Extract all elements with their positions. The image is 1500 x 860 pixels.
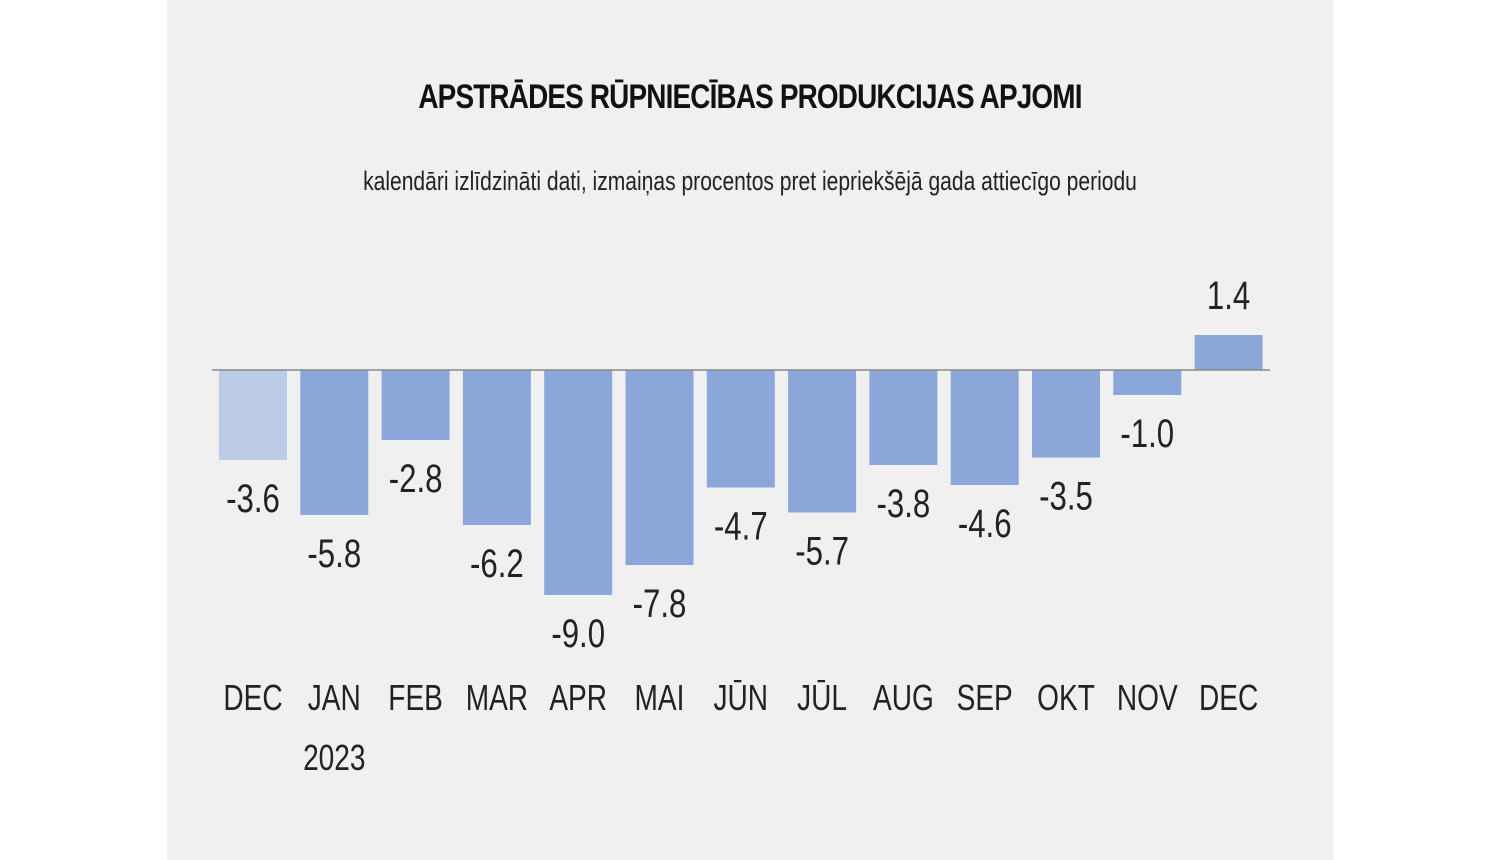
value-label-5: -7.8 [633,581,687,626]
year-label-1: 2023 [303,738,365,778]
value-label-6: -4.7 [714,504,768,549]
bar-11 [1113,370,1182,395]
bar-8 [869,370,938,465]
category-label-0: DEC [223,678,282,718]
bar-5 [625,370,694,565]
bar-2 [381,370,450,440]
category-label-9: SEP [957,678,1013,718]
category-label-1: JAN [308,678,361,718]
bar-3 [462,370,531,525]
chart-subtitle: kalendāri izlīdzināti dati, izmaiņas pro… [363,166,1137,196]
value-label-9: -4.6 [958,501,1012,546]
bar-7 [788,370,857,513]
value-label-2: -2.8 [389,456,443,501]
value-label-12: 1.4 [1207,273,1250,318]
value-label-4: -9.0 [551,611,605,656]
category-label-7: JŪL [797,678,847,718]
category-label-11: NOV [1117,678,1178,718]
value-label-10: -3.5 [1039,474,1093,519]
category-label-2: FEB [388,678,443,718]
bar-10 [1032,370,1100,458]
category-label-8: AUG [873,678,934,718]
category-label-12: DEC [1199,678,1258,718]
value-label-7: -5.7 [795,529,849,574]
category-label-6: JŪN [714,678,769,718]
value-label-1: -5.8 [307,531,361,576]
bar-1 [300,370,369,515]
value-label-3: -6.2 [470,541,524,586]
category-label-5: MAI [635,678,685,718]
value-label-11: -1.0 [1120,411,1174,456]
bar-9 [950,370,1019,485]
bar-4 [544,370,613,595]
bar-6 [706,370,775,488]
value-label-0: -3.6 [226,476,280,521]
category-label-10: OKT [1037,678,1095,718]
category-label-4: APR [549,678,607,718]
bar-12 [1194,335,1263,370]
category-label-3: MAR [466,678,528,718]
value-label-8: -3.8 [877,481,931,526]
chart-title: APSTRĀDES RŪPNIECĪBAS PRODUKCIJAS APJOMI [418,78,1082,116]
bar-0 [219,370,287,460]
